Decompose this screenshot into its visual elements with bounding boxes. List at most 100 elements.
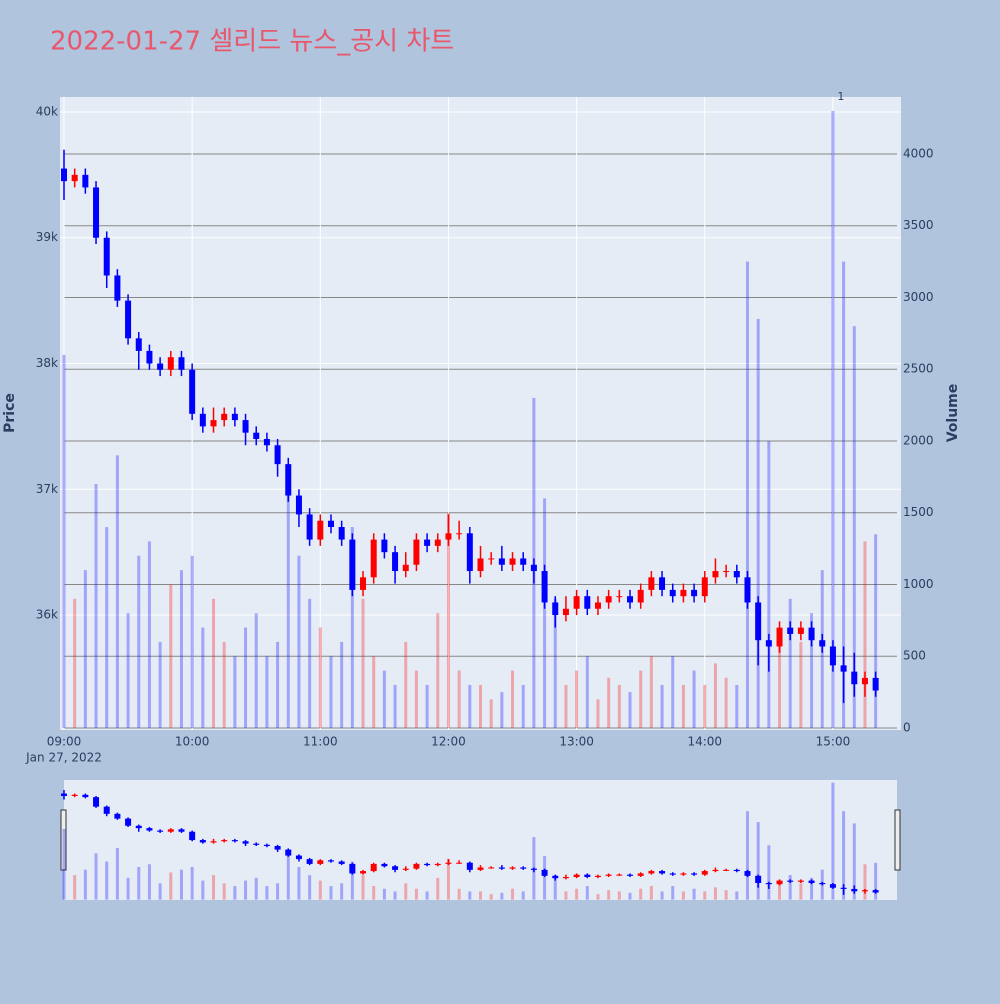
volume-bar — [382, 670, 386, 728]
candle-body — [733, 571, 740, 578]
candle-body — [755, 602, 762, 641]
volume-bar — [446, 512, 450, 728]
mini-candle-body — [61, 793, 67, 796]
mini-volume-bar — [83, 869, 87, 900]
mini-candle-body — [434, 863, 441, 866]
x-tick-label: 09:00 — [47, 735, 82, 749]
mini-volume-bar — [233, 886, 237, 900]
mini-volume-bar — [393, 891, 397, 900]
mini-volume-bar — [105, 861, 109, 900]
x-sublabel: Jan 27, 2022 — [25, 751, 102, 765]
y2-tick-label: 500 — [903, 649, 926, 663]
candle-body — [285, 464, 292, 496]
mini-volume-bar — [831, 782, 835, 900]
volume-bar — [778, 627, 782, 728]
range-handle[interactable] — [894, 809, 901, 871]
mini-volume-bar — [863, 864, 867, 900]
candle-body — [691, 589, 698, 597]
mini-volume-bar — [382, 888, 386, 900]
volume-bar — [425, 684, 429, 728]
volume-bar — [105, 527, 109, 728]
candle-body — [210, 420, 217, 427]
mini-volume-bar — [810, 877, 814, 900]
volume-bar — [703, 684, 707, 728]
volume-bar — [115, 455, 119, 728]
mini-candle-body — [776, 880, 783, 885]
mini-volume-bar — [350, 861, 354, 900]
mini-volume-bar — [660, 891, 664, 900]
candle-body — [93, 187, 100, 238]
volume-bar — [681, 684, 685, 728]
volume-bar — [874, 534, 878, 728]
candle-body — [167, 357, 174, 370]
mini-volume-bar — [308, 875, 312, 900]
candle-body — [498, 558, 505, 565]
volume-bar — [617, 684, 621, 728]
mini-candle-body — [552, 875, 559, 879]
mini-volume-bar — [457, 888, 461, 900]
mini-volume-bar — [318, 880, 322, 900]
candle-body — [648, 577, 655, 590]
mini-candle-body — [103, 806, 110, 814]
candle-body — [627, 596, 634, 603]
mini-volume-bar — [778, 880, 782, 900]
mini-volume-bar — [190, 866, 194, 900]
volume-bar — [340, 641, 344, 728]
candle-body — [61, 168, 67, 182]
volume-bar — [372, 656, 376, 728]
mini-candle-body — [82, 794, 89, 798]
candle-body — [306, 514, 313, 540]
mini-volume-bar — [404, 883, 408, 900]
mini-candle-body — [616, 874, 623, 876]
volume-bar — [276, 641, 280, 728]
candle-body — [381, 539, 388, 553]
mini-volume-bar — [361, 875, 365, 900]
x-tick-label: 11:00 — [303, 735, 338, 749]
mini-candle-body — [424, 863, 431, 866]
range-handle[interactable] — [60, 809, 67, 871]
mini-candle-body — [701, 871, 708, 875]
volume-bar — [489, 699, 493, 728]
volume-bar — [212, 598, 216, 728]
mini-candle-body — [861, 890, 868, 892]
mini-volume-bar — [179, 869, 183, 900]
volume-bar — [83, 570, 87, 728]
volume-bar — [73, 598, 77, 728]
mini-candle-body — [178, 829, 185, 832]
candle-body — [819, 640, 826, 647]
mini-candle-body — [413, 863, 420, 869]
candle-body — [520, 558, 527, 565]
candle-body — [189, 369, 196, 414]
y-tick-label: 38k — [36, 356, 58, 370]
mini-candle-body — [765, 882, 772, 885]
y2-tick-label: 2000 — [903, 433, 934, 447]
mini-volume-bar — [62, 828, 66, 900]
candle-body — [199, 413, 206, 427]
candle-body — [787, 627, 794, 634]
mini-candle-body — [338, 861, 345, 864]
mini-candle-body — [659, 871, 666, 874]
mini-candle-body — [787, 880, 794, 882]
candle-body — [157, 363, 164, 370]
candle-body — [680, 589, 687, 597]
volume-bar — [575, 670, 579, 728]
candle-body — [456, 533, 463, 535]
volume-bar — [222, 641, 226, 728]
range-slider[interactable] — [64, 780, 897, 900]
x-tick-label: 12:00 — [431, 735, 466, 749]
mini-volume-bar — [585, 886, 589, 900]
volume-bar — [724, 677, 728, 728]
volume-bar — [479, 684, 482, 728]
candle-body — [114, 275, 121, 301]
mini-candle-body — [456, 862, 463, 864]
mini-candle-body — [498, 867, 505, 869]
mini-candle-body — [605, 874, 612, 876]
candle-body — [135, 338, 142, 351]
mini-volume-bar — [425, 891, 429, 900]
volume-bar — [286, 484, 290, 728]
candle-body — [392, 552, 399, 572]
mini-volume-bar — [276, 883, 280, 900]
mini-candle-body — [221, 840, 228, 842]
volume-bar — [713, 663, 717, 728]
